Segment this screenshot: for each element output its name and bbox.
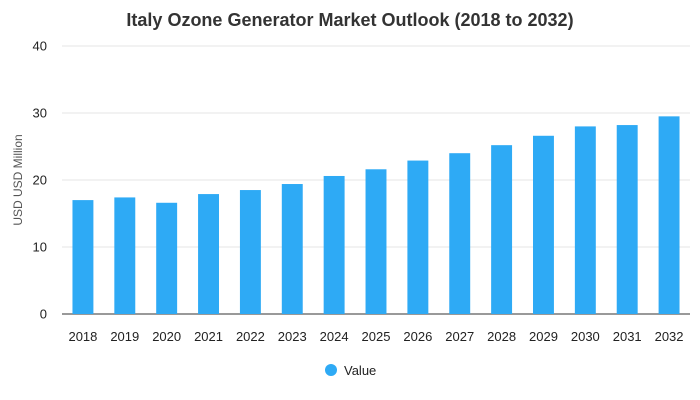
bar-2024[interactable] <box>323 175 345 314</box>
bar-2019[interactable] <box>114 197 136 314</box>
legend-label-value: Value <box>344 363 376 378</box>
bar-2021[interactable] <box>198 194 219 314</box>
bar-2025[interactable] <box>365 169 387 314</box>
bar-2018[interactable] <box>72 200 94 314</box>
bar-2026[interactable] <box>407 160 429 314</box>
x-tick-label: 2031 <box>613 329 642 344</box>
x-tick-label: 2024 <box>320 329 349 344</box>
legend[interactable]: Value <box>325 363 376 378</box>
x-tick-label: 2029 <box>529 329 558 344</box>
y-tick-label: 30 <box>33 106 47 121</box>
x-tick-label: 2030 <box>571 329 600 344</box>
x-tick-label: 2022 <box>236 329 265 344</box>
x-tick-label: 2027 <box>445 329 474 344</box>
y-tick-label: 20 <box>33 173 47 188</box>
y-tick-label: 40 <box>33 39 47 54</box>
x-tick-label: 2018 <box>68 329 97 344</box>
bar-2027[interactable] <box>449 153 471 314</box>
x-tick-label: 2026 <box>403 329 432 344</box>
legend-swatch-value <box>325 364 337 376</box>
bar-2022[interactable] <box>239 190 261 314</box>
chart-title: Italy Ozone Generator Market Outlook (20… <box>126 10 573 30</box>
y-tick-label: 10 <box>33 240 47 255</box>
x-tick-label: 2032 <box>655 329 684 344</box>
bar-2028[interactable] <box>491 145 513 314</box>
x-tick-label: 2023 <box>278 329 307 344</box>
x-tick-label: 2025 <box>362 329 391 344</box>
bar-2030[interactable] <box>574 126 596 315</box>
bar-2032[interactable] <box>658 116 680 314</box>
bar-2029[interactable] <box>533 135 554 314</box>
y-axis-ticks: 0 10 20 30 40 <box>33 39 47 322</box>
x-axis-ticks: 2018 2019 2020 2021 2022 2023 2024 2025 2026 2027… <box>68 329 683 344</box>
x-tick-label: 2020 <box>152 329 181 344</box>
bar-2023[interactable] <box>281 184 303 314</box>
x-tick-label: 2019 <box>110 329 139 344</box>
y-tick-label: 0 <box>40 307 47 322</box>
bar-2031[interactable] <box>616 125 638 314</box>
x-tick-label: 2028 <box>487 329 516 344</box>
x-tick-label: 2021 <box>194 329 223 344</box>
y-axis-label: USD USD Million <box>11 134 25 225</box>
bar-2020[interactable] <box>156 202 178 314</box>
bars <box>72 116 680 315</box>
